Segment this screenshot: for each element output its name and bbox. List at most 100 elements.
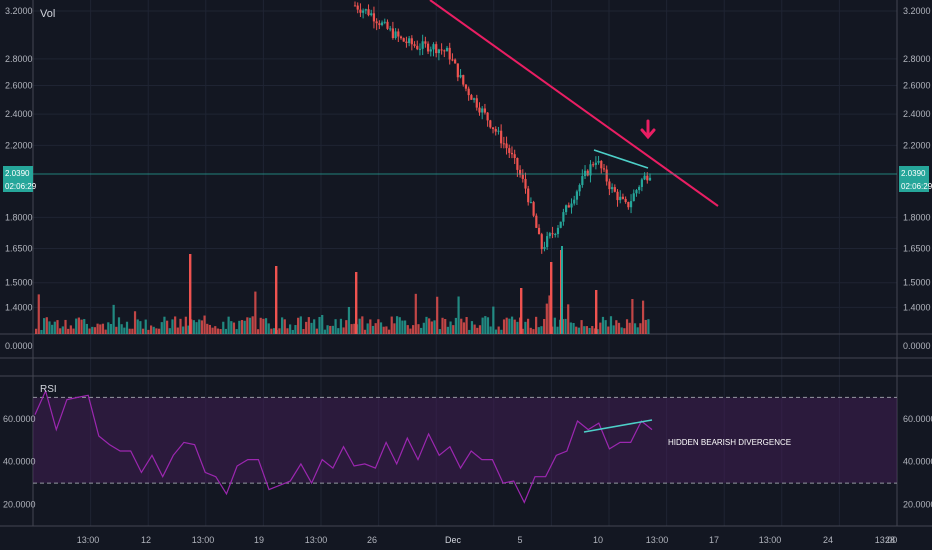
volume-bar [513,319,516,334]
volume-bar [414,293,417,334]
volume-bar [366,323,369,334]
candle-body [432,44,435,50]
volume-bar [88,328,91,334]
volume-bar [174,316,177,334]
volume-bar [125,321,129,334]
candle-body [624,198,627,203]
x-axis-label: 12 [141,535,151,545]
volume-bar [567,304,570,334]
x-axis-label: 24 [823,535,833,545]
volume-bar [48,321,51,334]
candle-body [613,187,616,192]
volume-bar [291,329,294,334]
candle-body [575,191,579,200]
candle-body [454,59,457,64]
volume-bar [468,329,471,334]
candle-body [527,188,530,203]
volume-bar [136,319,139,334]
candle-body [532,202,535,216]
volume-bar [623,328,626,334]
volume-bar [93,327,97,334]
volume-bar [321,314,324,334]
candle-body [456,63,459,78]
candle-body [397,31,400,37]
volume-bar [232,322,236,334]
candle-body [408,38,411,44]
rsi-tick-right: 60.0000 [903,414,932,424]
volume-bar [409,328,412,334]
x-axis-label: Dec [445,535,462,545]
volume-bar [310,322,313,334]
candle-body [521,174,524,179]
volume-bar [577,327,581,334]
rsi-tick-left: 20.0000 [3,500,36,510]
candle-body [481,108,484,113]
candle-body [616,191,619,201]
volume-bar [385,326,388,334]
volume-bar [323,329,326,334]
candle-body [573,199,576,204]
volume-bar [609,316,613,334]
volume-bar [601,316,605,334]
volume-bar [59,328,62,334]
price-tick-left: 2.2000 [5,140,33,150]
price-tick-left: 1.5000 [5,278,33,288]
candle-body [535,215,538,228]
volume-bar [75,318,78,334]
candle-body [448,47,451,60]
volume-bar [302,329,305,334]
volume-bar [109,323,113,334]
volume-bar [96,323,99,334]
volume-bar [40,329,43,334]
candle-body [537,227,541,235]
countdown-badge-right [899,179,929,192]
candle-body [605,169,608,182]
volume-bar [339,318,343,334]
price-tick-right: 2.4000 [903,109,931,119]
candle-body [562,212,565,222]
trendline-resistance [429,0,719,207]
x-axis-label: 5 [517,535,522,545]
divergence-line-price [593,149,649,169]
candle-body [565,205,568,213]
candle-body [494,128,497,132]
price-tick-left: 3.2000 [5,6,33,16]
volume-bar [131,328,134,334]
volume-bar [647,319,650,334]
volume-bar [540,326,543,334]
volume-bar [35,328,38,334]
volume-bar [406,325,409,334]
volume-bar [644,319,647,334]
countdown-right: 02:06:29 [901,182,932,191]
candle-body [359,9,362,13]
volume-bar [56,320,59,334]
candle-body [375,21,378,24]
volume-bar [345,320,348,334]
volume-bar [524,321,527,334]
candle-body [592,164,595,166]
volume-bar [67,328,70,334]
candle-body [389,28,392,30]
volume-bar [462,322,466,334]
volume-bar [438,329,441,334]
volume-bar [553,317,556,334]
volume-bar [604,320,607,334]
volume-bar [141,328,145,334]
volume-bar [401,320,404,334]
volume-bar [422,322,425,334]
volume-bar [120,324,123,334]
candle-body [372,13,376,22]
volume-bar [393,323,396,334]
volume-bar [441,317,444,334]
candle-body [529,202,533,204]
volume-bar [243,320,246,334]
candle-body [518,169,522,175]
candle-body [356,5,359,10]
candle-body [546,236,549,248]
volume-bar [329,325,332,334]
volume-bar [80,319,83,334]
volume-bar [593,328,597,334]
candle-body [510,152,514,155]
rsi-tick-right: 20.0000 [903,500,932,510]
